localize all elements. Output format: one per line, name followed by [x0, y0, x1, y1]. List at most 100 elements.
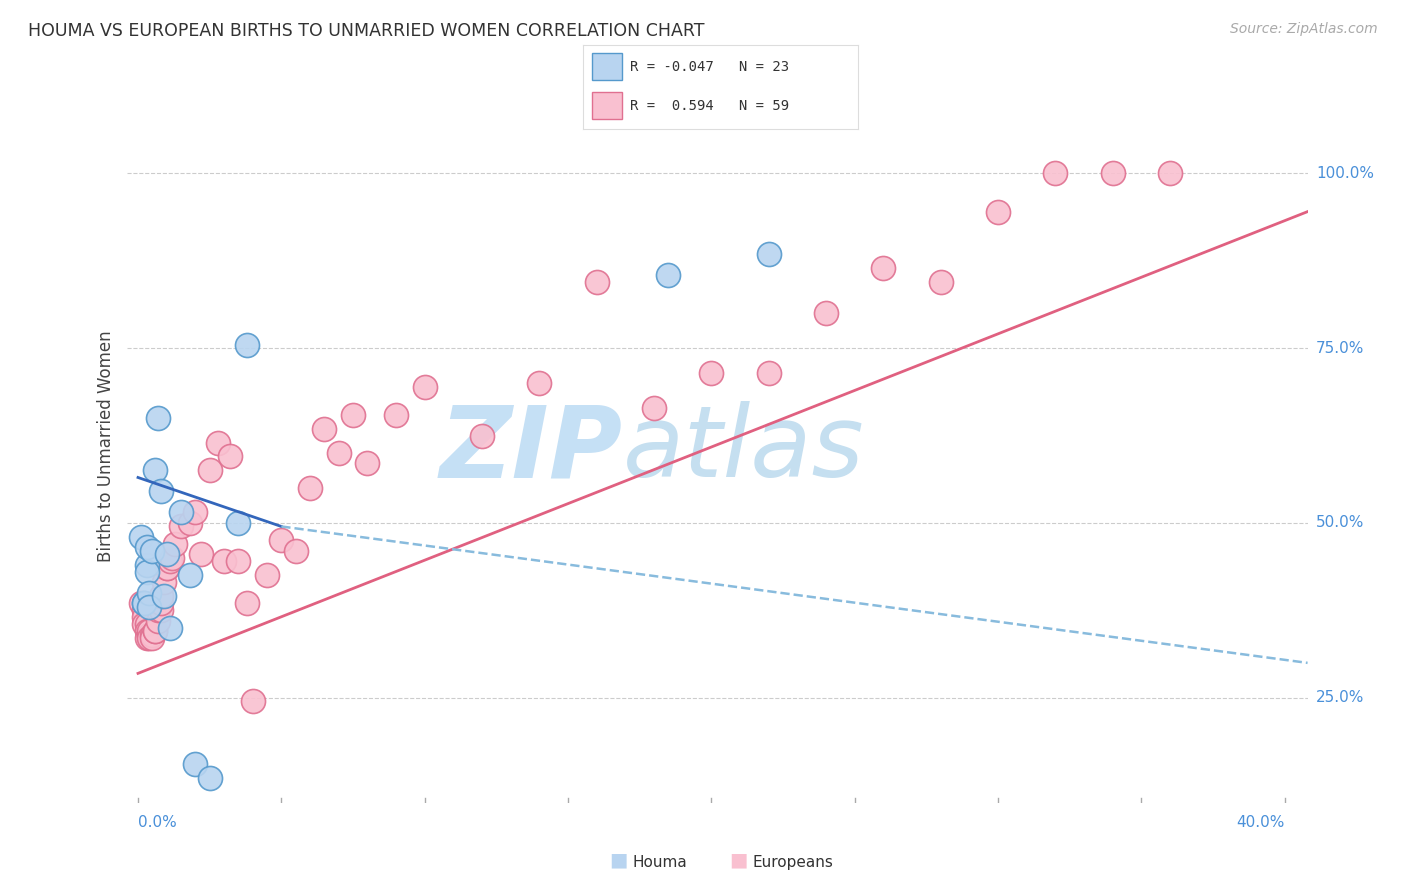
Point — [143, 624, 166, 639]
Text: 25.0%: 25.0% — [1316, 690, 1365, 706]
Point — [657, 268, 679, 282]
Point — [342, 408, 364, 422]
Point — [146, 411, 169, 425]
Point — [159, 554, 181, 568]
Point — [138, 628, 160, 642]
Text: ■: ■ — [728, 851, 748, 870]
Text: Europeans: Europeans — [752, 855, 834, 870]
Bar — [592, 92, 621, 120]
Point — [149, 596, 172, 610]
Point — [162, 550, 184, 565]
Text: ZIP: ZIP — [440, 401, 623, 498]
Point — [141, 632, 163, 646]
Point — [212, 554, 235, 568]
Point — [132, 617, 155, 632]
Point — [153, 590, 176, 604]
Point — [207, 435, 229, 450]
Point — [198, 772, 221, 786]
Text: 50.0%: 50.0% — [1316, 516, 1365, 531]
Text: Houma: Houma — [633, 855, 688, 870]
Point — [179, 568, 201, 582]
Point — [529, 376, 551, 390]
Point — [138, 632, 160, 646]
Point — [1159, 166, 1181, 180]
Text: 0.0%: 0.0% — [138, 815, 177, 830]
Bar — [592, 54, 621, 80]
Point — [170, 519, 193, 533]
Point — [135, 541, 157, 555]
Text: HOUMA VS EUROPEAN BIRTHS TO UNMARRIED WOMEN CORRELATION CHART: HOUMA VS EUROPEAN BIRTHS TO UNMARRIED WO… — [28, 22, 704, 40]
Point — [298, 481, 321, 495]
Point — [132, 596, 155, 610]
Point — [149, 484, 172, 499]
Point — [135, 558, 157, 572]
Point — [138, 586, 160, 600]
Point — [138, 624, 160, 639]
Point — [135, 624, 157, 639]
Point — [135, 565, 157, 579]
Point — [236, 337, 259, 351]
Point — [143, 463, 166, 477]
Point — [929, 275, 952, 289]
Point — [218, 450, 240, 464]
Point — [156, 561, 179, 575]
Point — [179, 516, 201, 530]
Point — [159, 621, 181, 635]
Text: Source: ZipAtlas.com: Source: ZipAtlas.com — [1230, 22, 1378, 37]
Point — [814, 306, 837, 320]
Point — [149, 603, 172, 617]
Point — [184, 506, 207, 520]
Point — [149, 590, 172, 604]
Point — [129, 596, 152, 610]
Point — [413, 379, 436, 393]
Text: R =  0.594   N = 59: R = 0.594 N = 59 — [630, 99, 789, 112]
Point — [165, 537, 187, 551]
Point — [872, 260, 894, 275]
Point — [228, 554, 250, 568]
Point — [143, 624, 166, 639]
Point — [314, 421, 336, 435]
Point — [585, 275, 607, 289]
Point — [129, 530, 152, 544]
Point — [146, 603, 169, 617]
Text: 40.0%: 40.0% — [1236, 815, 1285, 830]
Text: 75.0%: 75.0% — [1316, 341, 1365, 356]
Point — [385, 408, 408, 422]
Point — [156, 548, 179, 562]
Point — [256, 568, 278, 582]
Text: ■: ■ — [609, 851, 628, 870]
Point — [284, 544, 307, 558]
Text: 100.0%: 100.0% — [1316, 166, 1374, 181]
Point — [236, 596, 259, 610]
Point — [643, 401, 665, 415]
Text: R = -0.047   N = 23: R = -0.047 N = 23 — [630, 60, 789, 74]
Point — [758, 366, 780, 380]
Point — [138, 599, 160, 614]
Point — [141, 628, 163, 642]
Point — [132, 610, 155, 624]
Point — [132, 596, 155, 610]
Point — [156, 561, 179, 575]
Point — [270, 533, 292, 548]
Point — [184, 757, 207, 772]
Point — [135, 632, 157, 646]
Point — [228, 516, 250, 530]
Point — [190, 548, 212, 562]
Point — [758, 246, 780, 260]
Y-axis label: Births to Unmarried Women: Births to Unmarried Women — [97, 330, 115, 562]
Point — [328, 446, 350, 460]
Point — [1101, 166, 1123, 180]
Point — [135, 617, 157, 632]
Point — [242, 694, 264, 708]
Point — [987, 204, 1010, 219]
Point — [198, 463, 221, 477]
Point — [153, 575, 176, 590]
Text: atlas: atlas — [623, 401, 865, 498]
Point — [1045, 166, 1067, 180]
Point — [146, 614, 169, 628]
Point — [700, 366, 723, 380]
Point — [471, 428, 494, 442]
Point — [356, 457, 378, 471]
Point — [170, 506, 193, 520]
Point — [141, 544, 163, 558]
